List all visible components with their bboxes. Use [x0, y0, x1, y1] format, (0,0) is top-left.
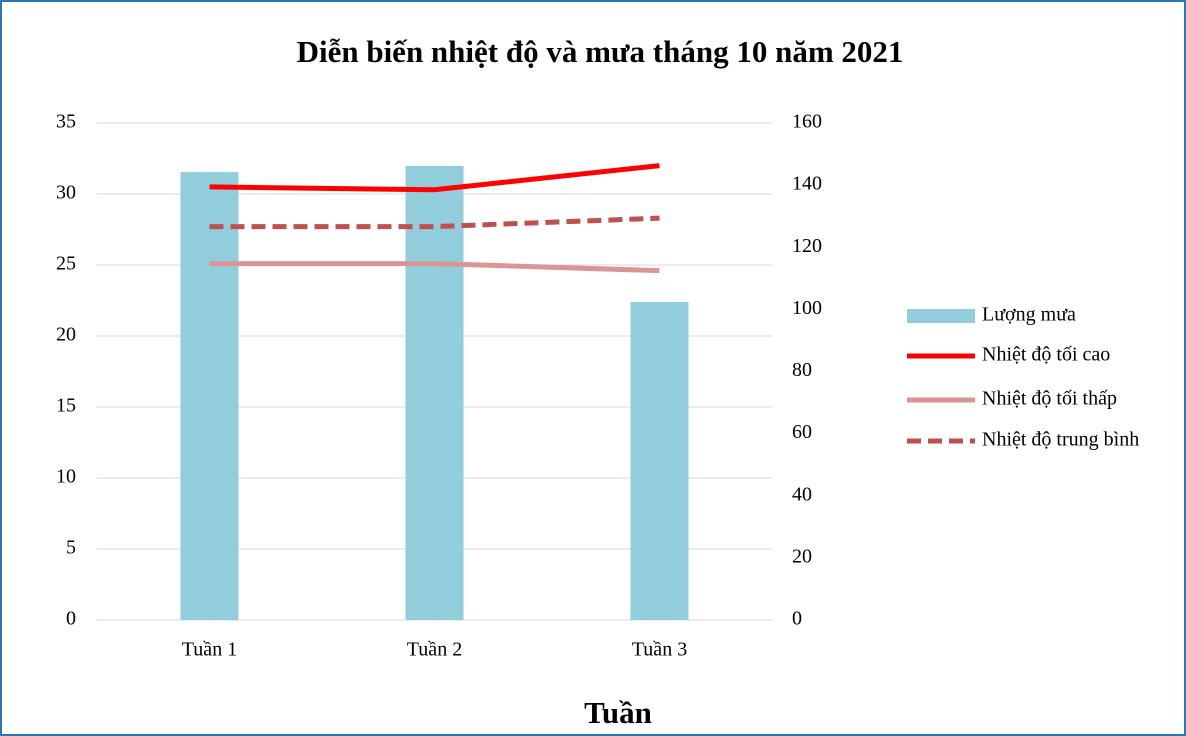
- line: [209, 163, 660, 193]
- line: [209, 261, 660, 274]
- y2-tick-label: 60: [792, 421, 812, 443]
- y-tick-label: 5: [66, 537, 76, 559]
- y-tick-label: 15: [56, 395, 76, 417]
- legend-label: Nhiệt độ tối cao: [982, 344, 1110, 366]
- y2-tick-label: 140: [792, 173, 822, 195]
- bar: [405, 165, 464, 620]
- y-tick-label: 20: [56, 324, 76, 346]
- y2-tick-label: 100: [792, 297, 822, 319]
- y-tick-label: 10: [56, 466, 76, 488]
- y-tick-label: 25: [56, 253, 76, 275]
- legend-label: Nhiệt độ trung bình: [982, 429, 1139, 451]
- bar: [180, 172, 239, 621]
- y-tick-label: 0: [66, 608, 76, 630]
- bar: [630, 301, 689, 620]
- y2-tick-label: 20: [792, 545, 812, 567]
- y2-tick-label: 0: [792, 608, 802, 630]
- y2-tick-label: 80: [792, 359, 812, 381]
- x-tick-label: Tuần 2: [407, 639, 462, 661]
- y2-tick-label: 160: [792, 111, 822, 133]
- x-axis-title: Tuần: [584, 695, 652, 730]
- y2-tick-label: 40: [792, 483, 812, 505]
- legend-label: Nhiệt độ tối thấp: [982, 388, 1117, 410]
- line: [209, 215, 660, 230]
- x-tick-label: Tuần 1: [182, 639, 237, 661]
- y2-tick-label: 120: [792, 235, 822, 257]
- legend-swatch: [907, 309, 975, 323]
- legend-label: Lượng mưa: [982, 304, 1076, 326]
- x-tick-label: Tuần 3: [632, 639, 687, 661]
- y-tick-label: 35: [56, 111, 76, 133]
- chart-title: Diễn biến nhiệt độ và mưa tháng 10 năm 2…: [297, 34, 904, 69]
- y-tick-label: 30: [56, 182, 76, 204]
